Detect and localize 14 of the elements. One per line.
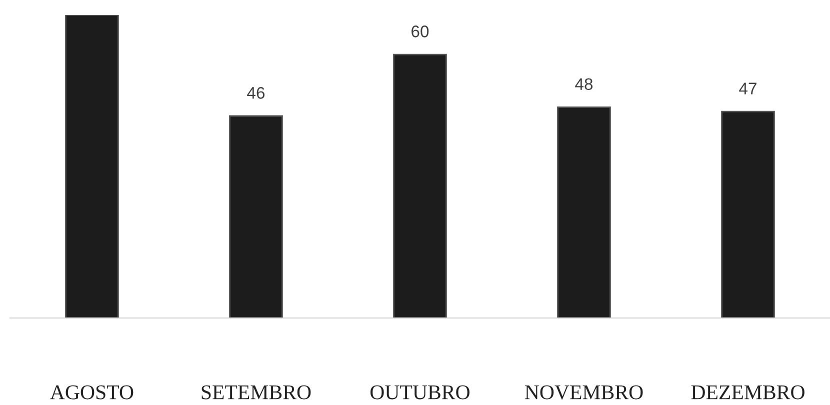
bar (721, 110, 775, 318)
x-tick-label: OUTUBRO (370, 385, 470, 400)
data-label: 47 (739, 82, 756, 94)
bar (229, 115, 283, 318)
data-label: 46 (247, 87, 265, 99)
data-label: 60 (412, 26, 429, 38)
x-tick-label: AGOSTO (50, 385, 134, 400)
bar (393, 54, 447, 318)
bar (557, 106, 611, 318)
x-tick-label: NOVEMBRO (524, 385, 643, 400)
x-tick-label: SETEMBRO (202, 385, 311, 400)
x-tick-label: DEZEMBRO (691, 385, 804, 400)
data-label: 48 (575, 78, 593, 90)
bar (65, 15, 119, 318)
